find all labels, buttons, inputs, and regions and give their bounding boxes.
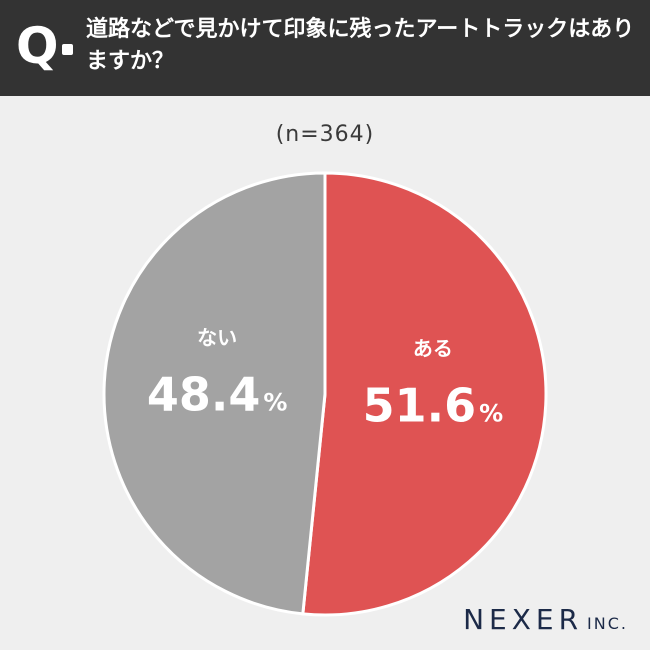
logo-inc-text: INC. — [587, 614, 628, 633]
q-mark: Q — [16, 17, 59, 75]
q-dot-icon — [62, 44, 73, 55]
slice-category-label: ある — [413, 336, 453, 360]
sample-size-label: (n=364) — [275, 122, 375, 147]
pie-slice-no — [102, 171, 327, 616]
pie-slice-yes — [301, 171, 548, 617]
nexer-logo: NEXER INC. — [463, 603, 628, 636]
question-header: Q 道路などで見かけて印象に残ったアートトラックはありますか？ — [0, 0, 650, 96]
logo-main-text: NEXER — [463, 603, 584, 636]
slice-category-label: ない — [197, 326, 237, 350]
question-text: 道路などで見かけて印象に残ったアートトラックはありますか？ — [86, 17, 635, 74]
